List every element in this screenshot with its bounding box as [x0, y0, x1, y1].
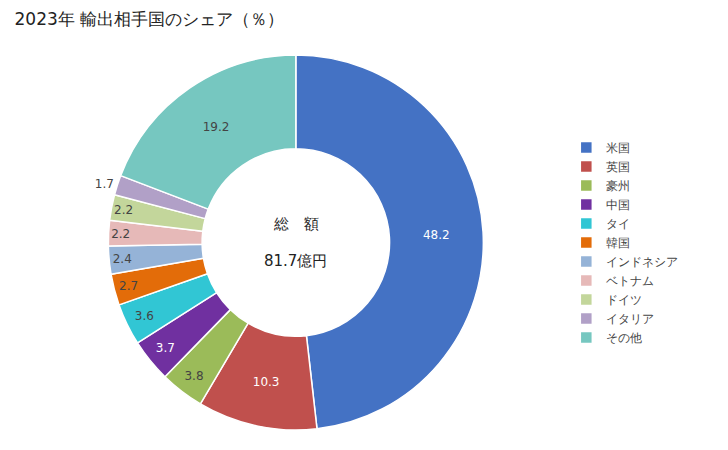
svg-text:タイ: タイ	[606, 217, 630, 231]
svg-text:2023年 輸出相手国のシェア（％）: 2023年 輸出相手国のシェア（％）	[15, 9, 285, 29]
svg-text:10.3: 10.3	[253, 375, 280, 389]
svg-text:48.2: 48.2	[423, 228, 450, 242]
svg-text:インドネシア: インドネシア	[606, 255, 678, 269]
svg-text:中国: 中国	[606, 198, 630, 212]
svg-text:韓国: 韓国	[606, 236, 630, 250]
svg-text:米国: 米国	[606, 141, 630, 155]
svg-text:英国: 英国	[606, 160, 630, 174]
svg-text:総 額: 総 額	[273, 215, 319, 233]
svg-text:イタリア: イタリア	[606, 312, 654, 326]
svg-text:ドイツ: ドイツ	[606, 293, 642, 307]
svg-text:19.2: 19.2	[203, 120, 230, 134]
svg-text:2.2: 2.2	[111, 227, 130, 241]
svg-text:その他: その他	[606, 331, 642, 345]
svg-text:1.7: 1.7	[95, 177, 114, 191]
svg-text:2.4: 2.4	[113, 252, 132, 266]
svg-text:2.7: 2.7	[119, 279, 138, 293]
svg-text:81.7億円: 81.7億円	[264, 252, 327, 270]
svg-text:3.8: 3.8	[184, 369, 203, 383]
svg-text:3.6: 3.6	[135, 309, 154, 323]
svg-text:豪州: 豪州	[606, 179, 630, 193]
svg-text:2.2: 2.2	[114, 203, 133, 217]
svg-text:3.7: 3.7	[156, 341, 175, 355]
svg-text:ベトナム: ベトナム	[606, 274, 654, 288]
